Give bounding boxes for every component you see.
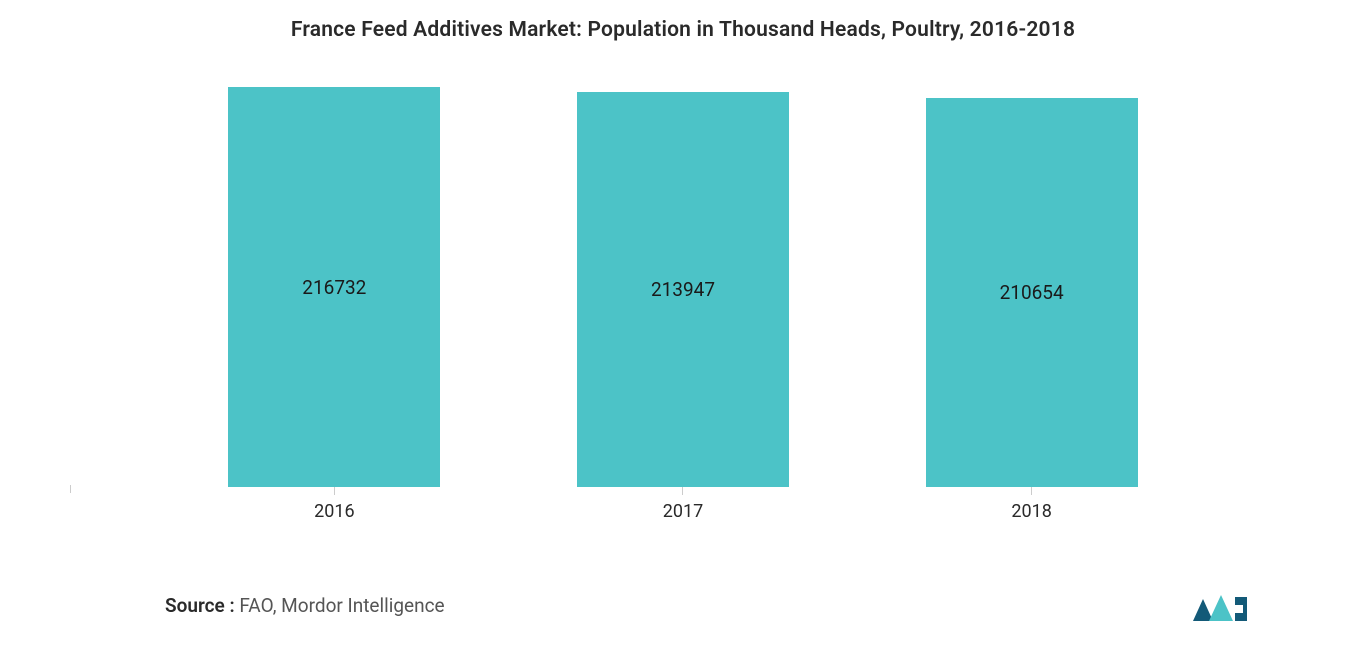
source-text: FAO, Mordor Intelligence <box>235 594 445 617</box>
bar-value-label: 210654 <box>1000 281 1064 304</box>
axis-tick <box>334 487 335 495</box>
bar-group: 210654 <box>857 98 1206 487</box>
x-axis-label: 2017 <box>663 501 703 522</box>
chart-title: France Feed Additives Market: Population… <box>0 0 1366 42</box>
source-label: Source : <box>165 594 235 617</box>
bar-value-label: 213947 <box>651 278 715 301</box>
bar-2016: 216732 <box>228 87 440 487</box>
logo-shape <box>1209 595 1233 621</box>
bar-value-label: 216732 <box>302 276 366 299</box>
bar-2018: 210654 <box>926 98 1138 487</box>
x-tick-group: 2017 <box>509 487 858 522</box>
bars-container: 216732 213947 210654 <box>160 87 1206 487</box>
x-axis-label: 2018 <box>1011 501 1051 522</box>
axis-tick <box>1031 487 1032 495</box>
bar-2017: 213947 <box>577 92 789 487</box>
bar-group: 216732 <box>160 87 509 487</box>
x-axis: 2016 2017 2018 <box>160 487 1206 522</box>
x-tick-group: 2016 <box>160 487 509 522</box>
axis-tick <box>70 485 71 493</box>
mordor-logo-icon <box>1191 591 1251 627</box>
chart-plot-area: 216732 213947 210654 <box>160 87 1206 487</box>
axis-tick <box>682 487 683 495</box>
x-axis-label: 2016 <box>314 501 354 522</box>
x-tick-group: 2018 <box>857 487 1206 522</box>
logo-shape <box>1193 599 1213 621</box>
logo-shape <box>1235 597 1247 621</box>
source-attribution: Source : FAO, Mordor Intelligence <box>165 594 445 617</box>
bar-group: 213947 <box>509 92 858 487</box>
